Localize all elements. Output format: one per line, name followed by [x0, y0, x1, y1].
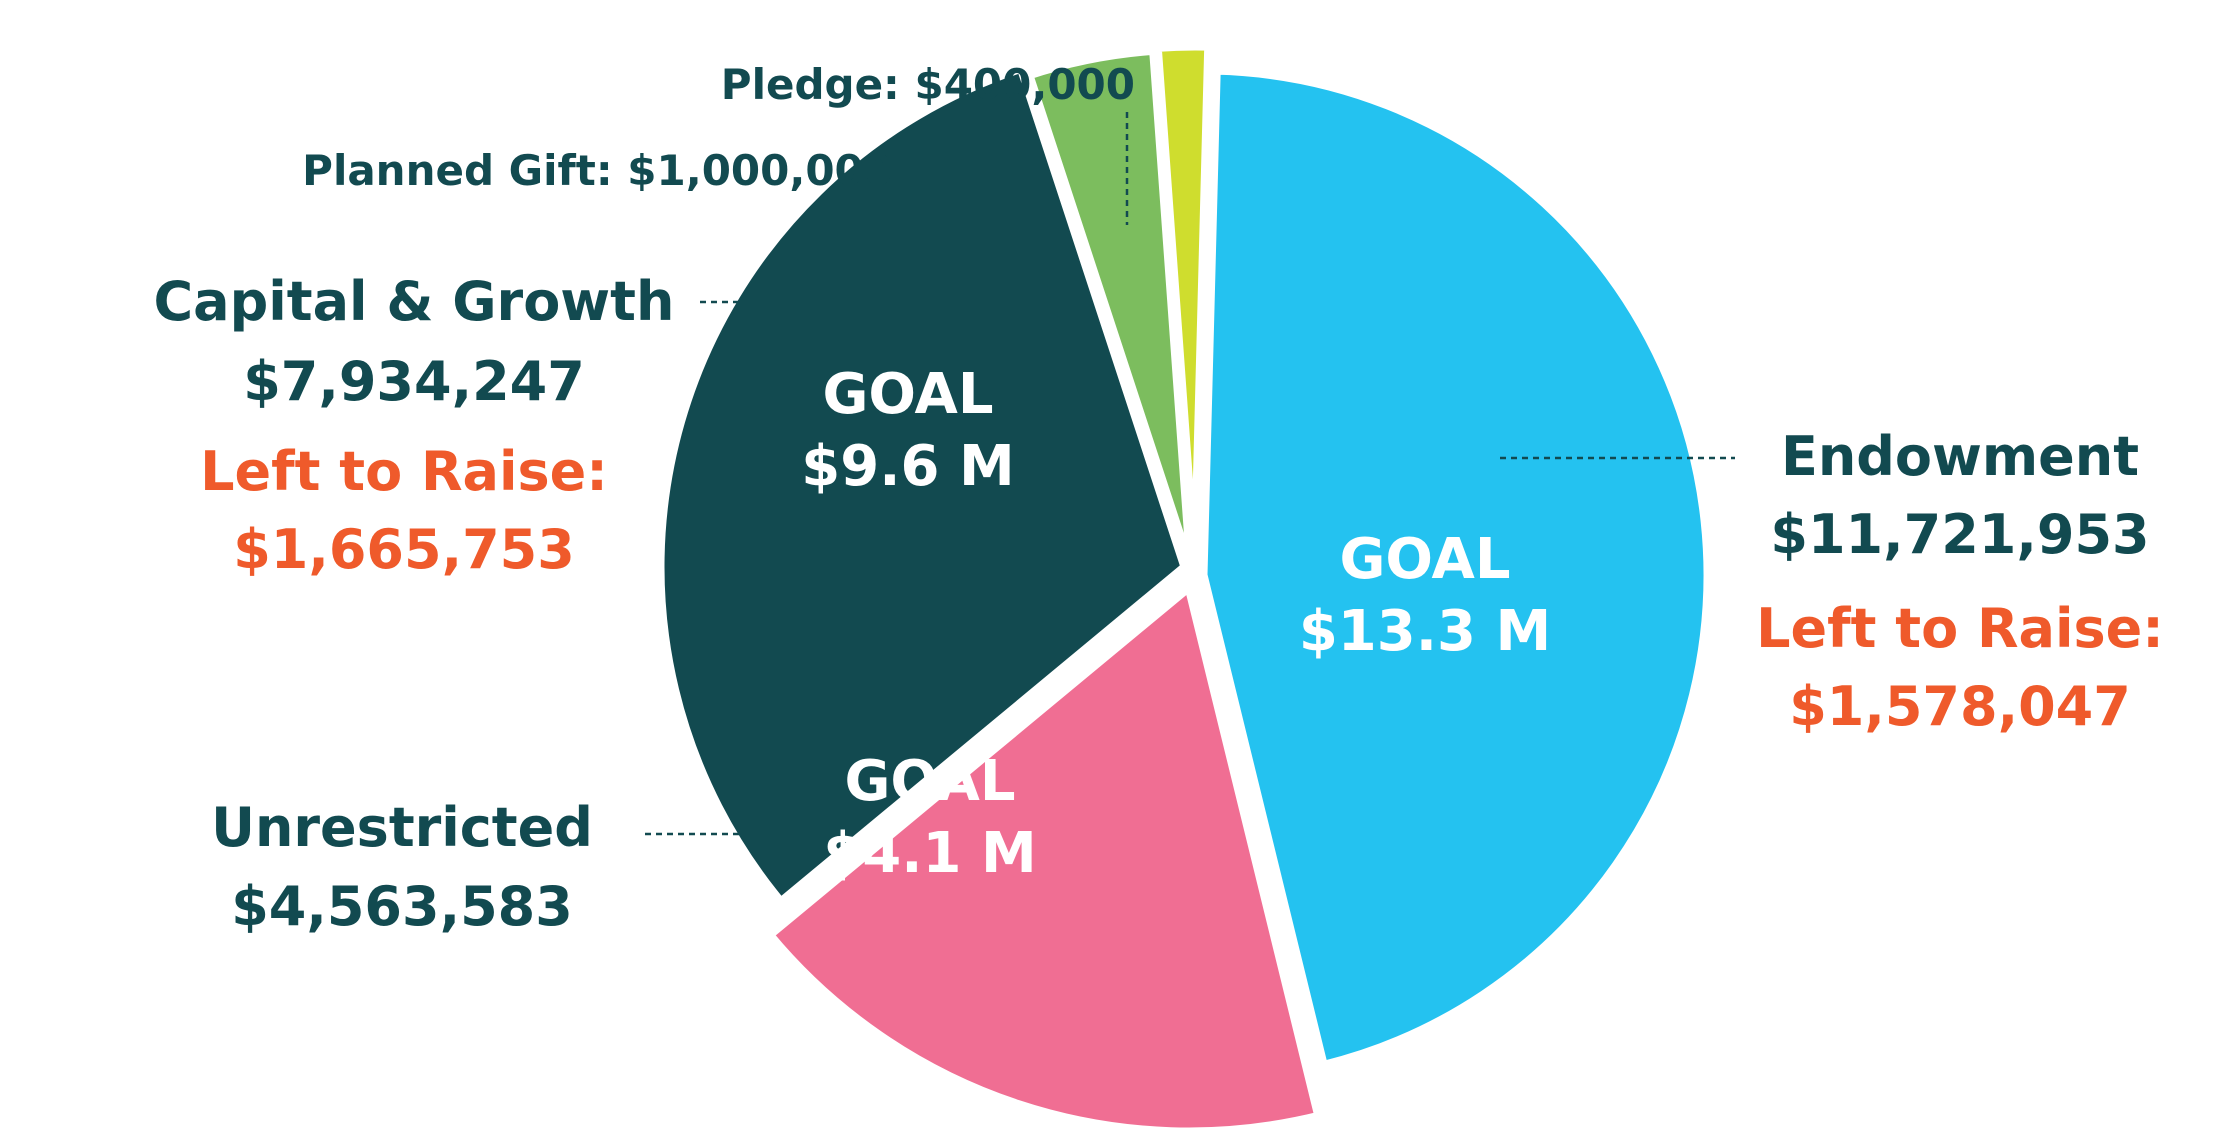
label-capital-left-to-raise: Left to Raise:: [200, 440, 608, 503]
label-pledge: Pledge: $400,000: [721, 60, 1135, 109]
label-capital-name: Capital & Growth: [154, 270, 675, 333]
goal-amount-unrestricted: $4.1 M: [823, 821, 1036, 886]
label-unrestricted-name: Unrestricted: [211, 796, 593, 859]
label-endowment-left-amount: $1,578,047: [1789, 675, 2131, 738]
slice-capital-growth: [655, 63, 1190, 907]
label-unrestricted-amount: $4,563,583: [231, 875, 573, 938]
goal-label-endowment: GOAL: [1339, 527, 1510, 592]
goal-label-unrestricted: GOAL: [844, 749, 1015, 814]
slice-pledge: [1152, 41, 1214, 576]
label-planned-gift: Planned Gift: $1,000,000: [302, 146, 893, 195]
slice-endowment: [1198, 65, 1713, 1070]
label-endowment-name: Endowment: [1781, 425, 2139, 488]
goal-label-capital: GOAL: [822, 362, 993, 427]
label-endowment-amount: $11,721,953: [1770, 503, 2149, 566]
goal-amount-endowment: $13.3 M: [1299, 599, 1551, 664]
label-endowment-left-to-raise: Left to Raise:: [1756, 597, 2164, 660]
label-capital-amount: $7,934,247: [243, 350, 585, 413]
label-capital-left-amount: $1,665,753: [233, 518, 575, 581]
goal-amount-capital: $9.6 M: [801, 434, 1014, 499]
slice-unrestricted: [764, 582, 1324, 1130]
